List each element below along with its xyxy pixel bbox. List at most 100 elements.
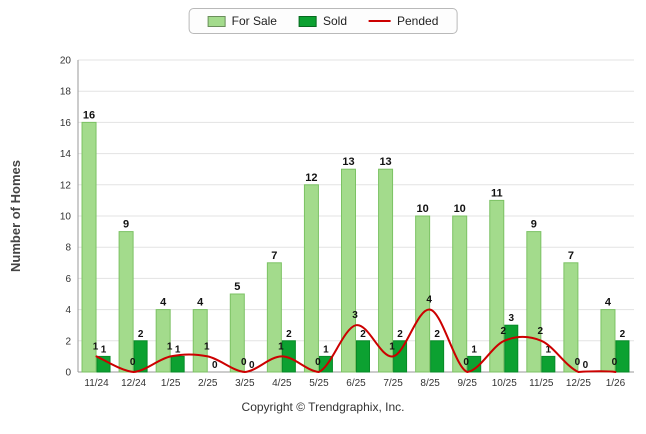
- for-sale-value-label: 9: [123, 219, 129, 231]
- for-sale-value-label: 10: [454, 203, 466, 215]
- sold-swatch-icon: [298, 15, 317, 27]
- pended-value-label: 0: [241, 357, 247, 368]
- pended-value-label: 3: [352, 310, 358, 321]
- y-tick-label: 14: [60, 149, 72, 160]
- x-tick-label: 12/25: [566, 378, 591, 389]
- copyright-text: Copyright © Trendgraphix, Inc.: [241, 400, 405, 414]
- sold-value-label: 1: [546, 344, 552, 355]
- for-sale-bar: [452, 215, 468, 373]
- for-sale-bar: [155, 309, 171, 373]
- x-tick-label: 4/25: [272, 378, 292, 389]
- sold-value-label: 2: [397, 329, 403, 340]
- pended-value-label: 0: [463, 357, 469, 368]
- for-sale-value-label: 13: [342, 156, 354, 168]
- y-tick-label: 18: [60, 87, 72, 98]
- for-sale-bar: [303, 184, 319, 373]
- x-tick-label: 10/25: [492, 378, 517, 389]
- legend-item-pended: Pended: [369, 14, 438, 28]
- pended-value-label: 2: [538, 326, 544, 337]
- pended-line-swatch-icon: [369, 20, 392, 22]
- sold-value-label: 2: [138, 329, 144, 340]
- pended-value-label: 4: [426, 295, 432, 306]
- for-sale-value-label: 5: [234, 281, 240, 293]
- sold-value-label: 2: [360, 329, 366, 340]
- sold-value-label: 0: [583, 360, 589, 371]
- x-tick-label: 6/25: [346, 378, 366, 389]
- for-sale-bar: [415, 215, 431, 373]
- for-sale-value-label: 9: [531, 219, 537, 231]
- sold-bar: [504, 324, 519, 373]
- sold-bar: [541, 355, 556, 373]
- y-tick-label: 4: [65, 305, 71, 316]
- x-tick-label: 8/25: [420, 378, 440, 389]
- x-tick-label: 3/25: [235, 378, 255, 389]
- legend-label-sold: Sold: [322, 14, 348, 28]
- y-tick-label: 2: [65, 336, 71, 347]
- for-sale-value-label: 4: [197, 297, 204, 309]
- x-tick-label: 11/24: [84, 378, 109, 389]
- x-tick-label: 5/25: [309, 378, 329, 389]
- sold-value-label: 1: [175, 344, 181, 355]
- pended-value-label: 1: [93, 341, 99, 352]
- pended-value-label: 0: [612, 357, 618, 368]
- x-tick-label: 1/25: [161, 378, 181, 389]
- for-sale-bar: [378, 168, 394, 373]
- sold-value-label: 3: [508, 313, 514, 324]
- sold-value-label: 2: [286, 329, 292, 340]
- pended-value-label: 1: [389, 341, 395, 352]
- sold-bar: [96, 355, 111, 373]
- for-sale-value-label: 12: [305, 172, 317, 184]
- x-tick-label: 2/25: [198, 378, 218, 389]
- sold-value-label: 1: [323, 344, 329, 355]
- sold-bar: [356, 340, 370, 373]
- y-axis-title: Number of Homes: [8, 160, 23, 272]
- y-tick-label: 16: [60, 118, 72, 129]
- sold-value-label: 1: [101, 344, 107, 355]
- x-tick-label: 11/25: [529, 378, 554, 389]
- for-sale-value-label: 11: [491, 187, 503, 199]
- y-tick-label: 12: [60, 180, 72, 191]
- for-sale-bar: [229, 293, 245, 373]
- for-sale-bar: [526, 231, 542, 373]
- sold-bar: [170, 355, 185, 373]
- y-tick-label: 10: [60, 212, 72, 223]
- pended-value-label: 1: [167, 341, 173, 352]
- legend-label-pended: Pended: [397, 14, 439, 28]
- for-sale-value-label: 10: [417, 203, 429, 215]
- for-sale-value-label: 13: [379, 156, 391, 168]
- for-sale-swatch-icon: [207, 15, 226, 27]
- sold-bar: [615, 340, 630, 373]
- for-sale-bar: [118, 231, 134, 373]
- pended-value-label: 0: [315, 357, 321, 368]
- sold-value-label: 2: [434, 329, 440, 340]
- pended-value-label: 0: [575, 357, 581, 368]
- pended-value-label: 2: [500, 326, 506, 337]
- pended-line: [95, 308, 617, 374]
- y-tick-label: 6: [65, 274, 71, 285]
- pended-value-label: 0: [130, 357, 136, 368]
- legend-item-for-sale: For Sale: [207, 14, 277, 28]
- for-sale-bar: [563, 262, 579, 373]
- x-tick-label: 1/26: [606, 378, 626, 389]
- sold-value-label: 0: [212, 360, 218, 371]
- chart-area: 0 2 4 6 8 10 12 14 16 18 20 Number of Homes 16 1 11/24…: [0, 38, 646, 394]
- for-sale-value-label: 4: [160, 297, 167, 309]
- for-sale-value-label: 4: [605, 297, 612, 309]
- y-tick-label: 0: [65, 368, 71, 379]
- sold-bar: [430, 340, 445, 373]
- sold-value-label: 1: [471, 344, 477, 355]
- pended-value-label: 1: [278, 341, 284, 352]
- y-tick-label: 20: [60, 56, 72, 67]
- sold-value-label: 2: [620, 329, 626, 340]
- for-sale-value-label: 16: [83, 109, 95, 121]
- x-tick-label: 7/25: [383, 378, 403, 389]
- sold-bar: [133, 340, 148, 373]
- for-sale-bar: [489, 199, 505, 373]
- for-sale-value-label: 7: [271, 250, 277, 262]
- sold-value-label: 0: [249, 360, 255, 371]
- x-tick-label: 9/25: [457, 378, 477, 389]
- x-tick-label: 12/24: [121, 378, 146, 389]
- y-tick-label: 8: [65, 243, 71, 254]
